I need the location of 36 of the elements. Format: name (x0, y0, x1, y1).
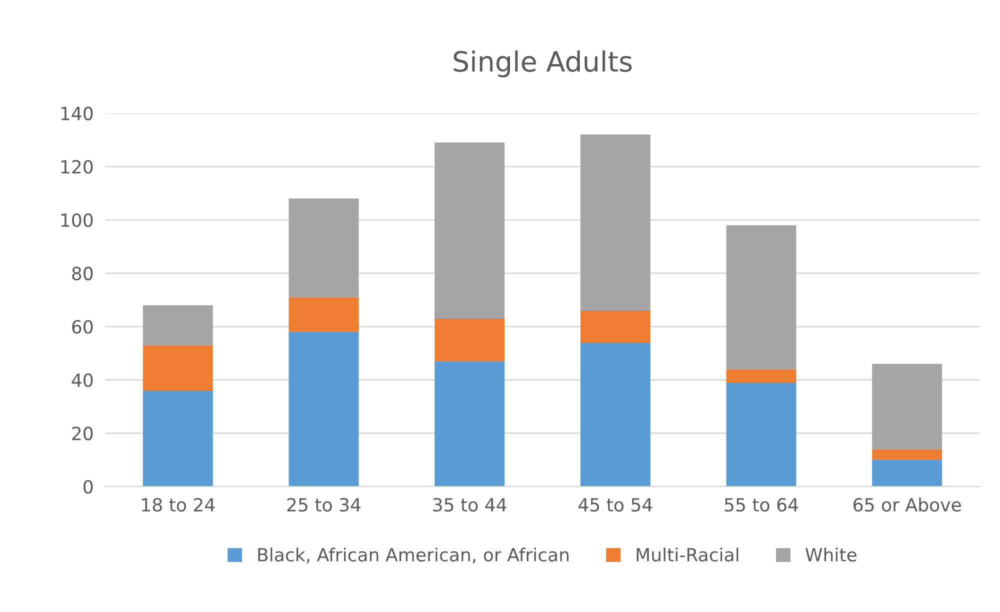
bar (580, 134, 650, 311)
legend-label: White (805, 548, 856, 562)
x-tick-label: 25 to 34 (287, 498, 361, 512)
y-tick-label: 20 (72, 426, 93, 440)
x-tick-label: 55 to 64 (724, 498, 798, 512)
bar (142, 390, 213, 487)
bar (872, 449, 942, 460)
legend-label: Multi-Racial (636, 548, 738, 562)
bar (288, 332, 359, 487)
bar (726, 225, 796, 370)
bar (726, 369, 796, 383)
bar (726, 382, 796, 487)
y-tick-label: 40 (72, 373, 93, 387)
bar (434, 318, 505, 362)
x-tick-label: 65 or Above (854, 498, 961, 512)
x-tick-label: 45 to 54 (578, 498, 652, 512)
bar (288, 198, 359, 298)
y-tick-label: 60 (72, 320, 93, 334)
legend-label: Black, African American, or African (258, 548, 568, 564)
y-tick-label: 140 (61, 106, 93, 120)
bar (142, 305, 213, 346)
bar (434, 361, 505, 487)
chart-title: Single Adults (454, 50, 632, 78)
x-tick-label: 35 to 44 (433, 498, 506, 512)
y-tick-label: 0 (84, 480, 93, 494)
bar (872, 364, 942, 450)
bar (434, 142, 505, 319)
bar (142, 345, 213, 391)
bar (872, 460, 942, 487)
x-tick-label: 18 to 24 (142, 498, 215, 512)
bar (580, 310, 650, 343)
y-tick-label: 100 (61, 213, 93, 227)
y-tick-label: 120 (61, 160, 93, 174)
bar (580, 342, 650, 487)
y-tick-label: 80 (72, 266, 93, 280)
bar (288, 297, 359, 332)
